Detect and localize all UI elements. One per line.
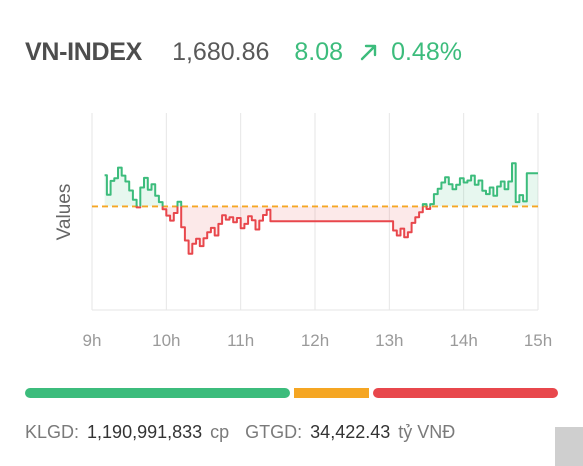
advancers-segment	[25, 388, 290, 398]
x-tick-label: 9h	[83, 331, 102, 350]
line-segment-up	[176, 200, 183, 207]
area-fill-up	[430, 163, 538, 207]
line-segment-up	[429, 162, 538, 207]
x-tick-label: 11h	[227, 331, 254, 350]
x-tick-label: 13h	[375, 331, 403, 350]
index-header: VN-INDEX 1,680.86 8.08 0.48%	[25, 38, 462, 72]
scroll-to-top-button[interactable]	[555, 427, 583, 466]
x-tick-label: 14h	[449, 331, 477, 350]
market-breadth-bar	[25, 388, 558, 398]
decliners-segment	[373, 388, 558, 398]
x-tick-label: 15h	[524, 331, 552, 350]
index-change-percent: 0.48%	[391, 38, 462, 66]
index-value: 1,680.86	[172, 38, 270, 66]
chart-grid	[91, 113, 539, 311]
x-axis-ticks: 9h 10h 11h 12h 13h 14h 15h	[83, 331, 553, 350]
line-segment-up	[104, 166, 138, 207]
index-name: VN-INDEX	[25, 38, 143, 66]
trading-stats: KLGD: 1,190,991,833 cp GTGD: 34,422.43 tỷ VNĐ	[25, 422, 455, 443]
value-unit: tỷ VNĐ	[398, 422, 456, 442]
line-segment-up	[421, 203, 428, 207]
line-segment-down	[425, 206, 432, 210]
area-fill-up	[104, 167, 137, 207]
value-value: 34,422.43	[310, 422, 391, 442]
chart-series-line	[104, 162, 538, 255]
line-segment-up	[139, 176, 164, 207]
unchanged-segment	[293, 388, 370, 398]
x-tick-label: 12h	[301, 331, 329, 350]
line-segment-down	[135, 206, 142, 209]
x-tick-label: 10h	[152, 331, 180, 350]
value-label: GTGD:	[245, 422, 303, 442]
y-axis-label: Values	[54, 184, 75, 241]
index-change: 8.08	[294, 38, 344, 66]
volume-value: 1,190,991,833	[87, 422, 203, 442]
line-segment-down	[180, 206, 424, 255]
volume-label: KLGD:	[25, 422, 80, 442]
volume-unit: cp	[210, 422, 230, 442]
line-segment-down	[161, 206, 179, 222]
arrow-up-right-icon	[359, 42, 379, 62]
area-fill-up	[140, 177, 163, 207]
chart-area-fills	[104, 163, 538, 254]
